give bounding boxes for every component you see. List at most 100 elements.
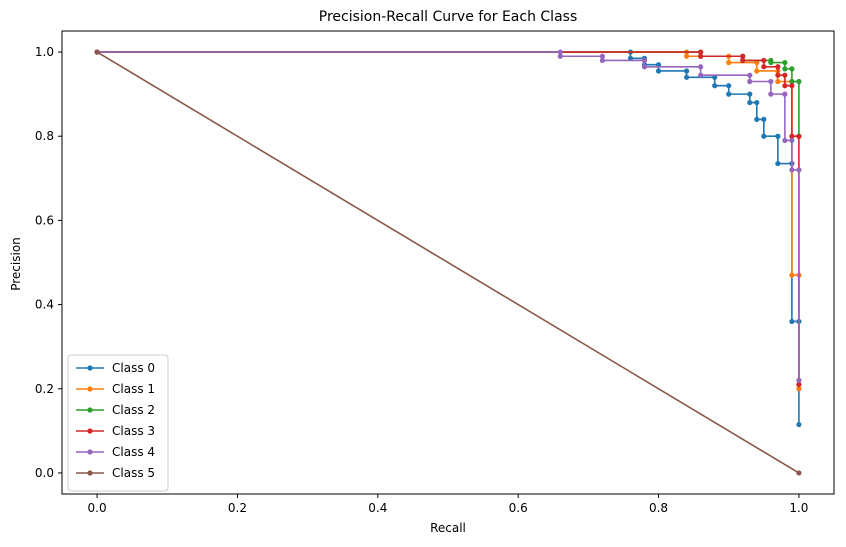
series-class-5 (94, 49, 802, 476)
y-axis-label: Precision (9, 237, 23, 291)
legend-label: Class 0 (112, 361, 155, 375)
plot-area (61, 30, 835, 495)
data-point (712, 74, 718, 80)
data-point (789, 83, 795, 89)
data-point (789, 133, 795, 139)
data-point (726, 83, 732, 89)
data-point (754, 68, 760, 74)
data-point (754, 116, 760, 122)
data-point (747, 78, 753, 85)
series-line (97, 51, 800, 425)
legend-marker (87, 365, 93, 371)
data-point (789, 167, 795, 173)
y-tick-label: 0.8 (35, 129, 54, 143)
y-tick-label: 0.2 (35, 382, 54, 396)
legend-marker (87, 428, 93, 434)
data-point (747, 72, 753, 78)
series-line (97, 51, 800, 381)
x-tick-label: 0.0 (88, 501, 107, 515)
series-class-4 (94, 49, 802, 383)
series-class-0 (94, 49, 802, 428)
data-point (789, 66, 795, 72)
data-point (740, 57, 746, 64)
data-point (782, 59, 788, 66)
series-class-3 (94, 49, 802, 388)
plot-frame (61, 30, 835, 495)
data-point (775, 78, 781, 85)
x-tick-label: 0.6 (509, 501, 528, 515)
data-point (775, 64, 781, 70)
data-point (796, 421, 802, 428)
data-point (684, 68, 690, 74)
data-point (761, 64, 767, 70)
series-class-1 (94, 49, 802, 392)
x-axis-label: Recall (430, 521, 466, 535)
legend-label: Class 2 (112, 403, 155, 417)
data-point (698, 64, 704, 70)
data-point (768, 78, 774, 85)
data-point (655, 62, 662, 68)
data-point (761, 133, 767, 139)
data-point (641, 64, 648, 70)
y-tick-label: 1.0 (35, 45, 54, 59)
data-point (789, 318, 795, 325)
data-point (747, 99, 753, 106)
legend-marker (87, 386, 93, 392)
data-point (782, 91, 788, 97)
data-point (789, 137, 795, 144)
data-point (698, 53, 704, 59)
data-point (761, 57, 767, 64)
data-point (740, 53, 746, 59)
data-point (796, 381, 802, 388)
data-point (796, 470, 802, 476)
legend: Class 0 Class 1 Class 2 Class 3 Class 4 Class… (67, 354, 169, 492)
x-tick-label: 0.4 (368, 501, 387, 515)
data-point (94, 49, 100, 55)
data-point (655, 68, 662, 74)
data-point (698, 72, 704, 78)
data-point (684, 74, 690, 80)
data-point (782, 66, 788, 72)
data-point (768, 91, 774, 97)
data-point (712, 83, 718, 89)
x-tick-label: 0.8 (649, 501, 668, 515)
series-line (97, 51, 800, 137)
data-point (775, 72, 781, 78)
data-point (796, 386, 802, 392)
data-point (754, 59, 760, 66)
data-point (796, 167, 802, 173)
chart-title: Precision-Recall Curve for Each Class (319, 9, 577, 25)
data-point (796, 78, 802, 85)
data-point (789, 272, 795, 278)
data-point (789, 78, 795, 85)
data-point (557, 53, 563, 59)
legend-marker (87, 407, 93, 413)
data-point (782, 72, 788, 78)
series-line (97, 51, 800, 385)
data-point (726, 59, 732, 66)
data-point (761, 116, 767, 122)
data-point (599, 53, 606, 59)
y-tick-label: 0.6 (35, 213, 54, 227)
data-point (796, 133, 802, 139)
series-line (96, 51, 800, 474)
x-tick-label: 1.0 (789, 501, 808, 515)
data-point (726, 91, 732, 97)
series-class-2 (94, 49, 802, 139)
data-point (698, 49, 704, 55)
legend-label: Class 5 (112, 466, 155, 480)
data-point (782, 83, 788, 89)
data-point (641, 57, 648, 64)
y-tick-label: 0.4 (35, 298, 54, 312)
legend-marker (87, 449, 93, 455)
data-point (768, 59, 774, 66)
legend-marker (87, 470, 93, 476)
data-point (775, 133, 781, 139)
legend-label: Class 3 (112, 424, 155, 438)
data-point (747, 91, 753, 97)
y-tick-label: 0.0 (35, 466, 54, 480)
series-line (97, 51, 800, 389)
data-point (782, 137, 788, 144)
data-point (775, 160, 781, 167)
